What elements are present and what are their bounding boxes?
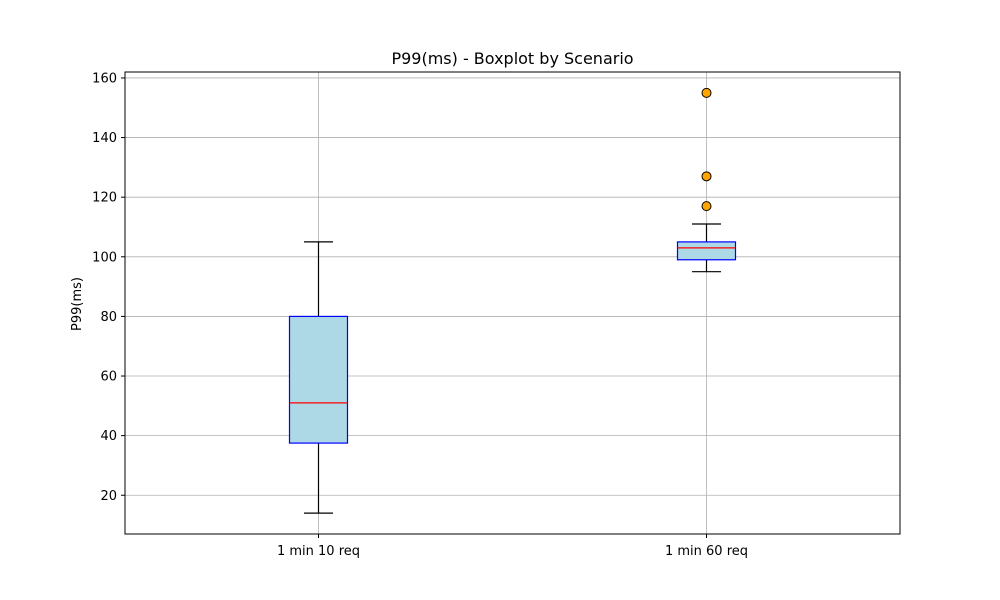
x-tick-label: 1 min 10 req	[277, 544, 360, 559]
iqr-box	[288, 315, 349, 444]
outlier-point	[701, 201, 712, 212]
outlier-point	[701, 171, 712, 182]
outlier-point	[701, 87, 712, 98]
box-group	[288, 241, 349, 514]
y-tick-label: 100	[92, 250, 117, 265]
y-tick-label: 60	[100, 370, 117, 385]
x-tick-label: 1 min 60 req	[665, 544, 748, 559]
axis-ticks: 20 40 60 80 100 120 140 160 1 min 10 req 1 min 60…	[92, 71, 748, 559]
y-tick-label: 140	[92, 131, 117, 146]
y-tick-label: 40	[100, 429, 117, 444]
grid-lines	[125, 72, 900, 534]
y-tick-label: 160	[92, 71, 117, 86]
y-tick-label: 20	[100, 489, 117, 504]
y-axis-label: P99(ms)	[70, 277, 85, 331]
plot-area-frame	[124, 71, 901, 535]
y-tick-label: 80	[100, 310, 117, 325]
box-series	[288, 87, 737, 514]
y-tick-label: 120	[92, 191, 117, 206]
box-group	[676, 87, 737, 273]
iqr-box	[676, 241, 737, 261]
chart-title: P99(ms) - Boxplot by Scenario	[391, 49, 633, 68]
